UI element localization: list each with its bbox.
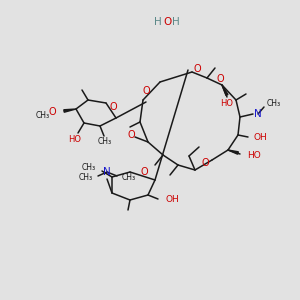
Text: O: O: [202, 158, 209, 168]
Text: OH: OH: [165, 196, 179, 205]
Text: O: O: [109, 101, 117, 112]
Text: O: O: [48, 107, 56, 117]
Text: CH₃: CH₃: [79, 172, 93, 182]
Text: O: O: [163, 17, 171, 27]
Text: CH₃: CH₃: [98, 137, 112, 146]
Text: H: H: [154, 17, 162, 27]
Polygon shape: [64, 109, 76, 112]
Text: H: H: [172, 17, 180, 27]
Text: OH: OH: [254, 133, 268, 142]
Text: CH₃: CH₃: [122, 172, 136, 182]
Text: O: O: [127, 130, 135, 140]
Text: CH₃: CH₃: [36, 110, 50, 119]
Text: N: N: [103, 167, 111, 177]
Text: HO: HO: [68, 134, 82, 143]
Text: O: O: [216, 74, 224, 84]
Text: O: O: [193, 64, 201, 74]
Text: CH₃: CH₃: [82, 164, 96, 172]
Text: HO: HO: [220, 98, 233, 107]
Text: O: O: [141, 167, 148, 177]
Polygon shape: [228, 150, 238, 154]
Text: HO: HO: [247, 151, 261, 160]
Text: O: O: [143, 86, 150, 96]
Text: CH₃: CH₃: [267, 98, 281, 107]
Text: N: N: [254, 109, 262, 119]
Polygon shape: [222, 85, 228, 95]
